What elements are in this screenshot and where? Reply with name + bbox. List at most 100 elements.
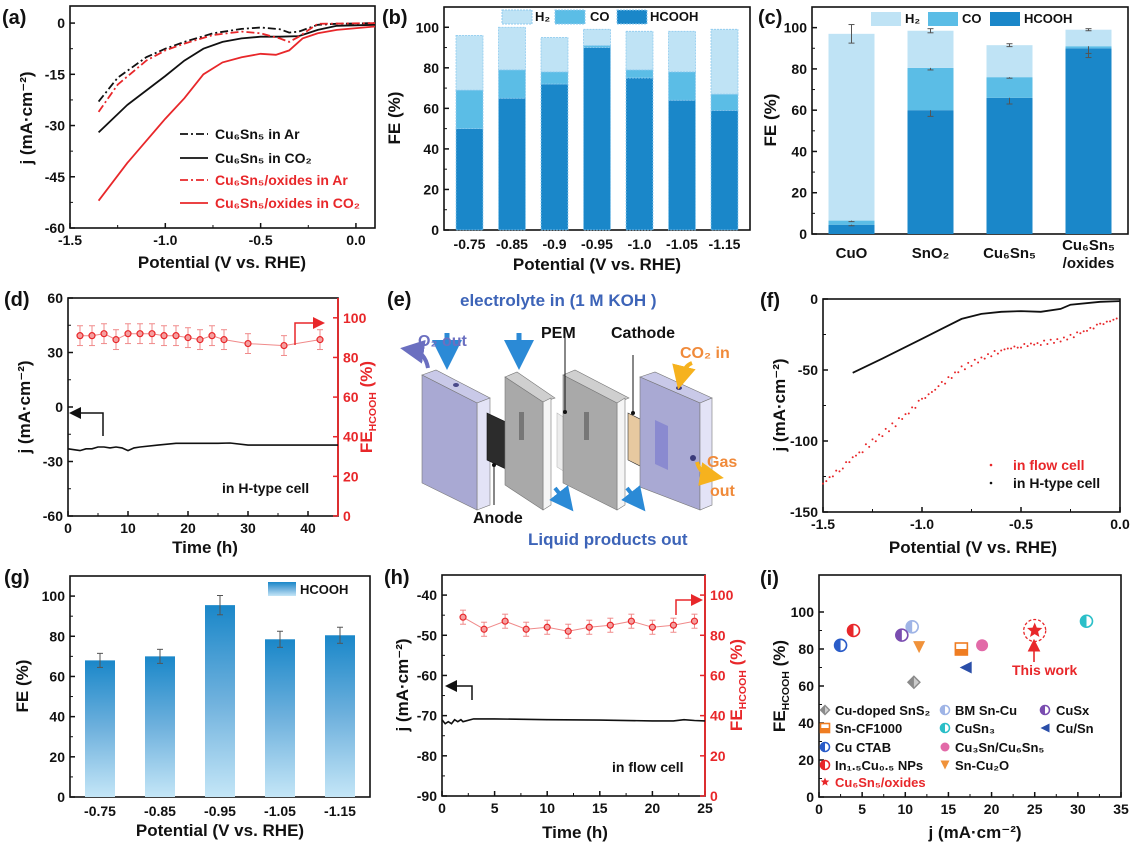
gas-out-arrow: [695, 461, 724, 486]
data-point: [1033, 343, 1036, 346]
bar-co: [710, 93, 739, 111]
chart-panel-b: [443, 6, 751, 231]
fe-point: [160, 332, 168, 340]
data-point: [1029, 342, 1032, 345]
gas-window: [655, 420, 668, 470]
right-axis-arrow: [294, 317, 325, 345]
category-label: -0.95: [204, 803, 236, 819]
legend-label: Cu₆Sn₅/oxides: [835, 775, 926, 790]
data-point: [950, 377, 953, 380]
legend-label: H₂: [905, 11, 920, 26]
data-point: [934, 388, 937, 391]
right-y-tick-label: 0: [343, 508, 351, 524]
data-point: [831, 475, 834, 478]
bar-h: [907, 30, 954, 68]
category-label: -1.15: [324, 803, 356, 819]
legend-marker: [989, 463, 993, 467]
x-tick-label: 15: [941, 801, 957, 817]
y-tick-label: -80: [417, 748, 437, 764]
category-label: SnO₂: [912, 245, 950, 262]
fe-point: [208, 332, 216, 340]
fe-point: [480, 625, 488, 633]
data-point: [855, 454, 857, 457]
marker-fill: [820, 705, 825, 715]
y-tick-label: 0: [431, 222, 439, 238]
series-line-1: [97, 23, 376, 134]
bar-co: [986, 77, 1033, 98]
liquid-products-out-label: Liquid products out: [528, 530, 688, 549]
y-tick-label: 60: [423, 100, 439, 116]
chart-panel-d: [67, 297, 339, 517]
bar-co: [455, 89, 484, 130]
leader-dot: [492, 463, 496, 467]
data-point: [878, 433, 881, 436]
y-tick-label: 80: [791, 61, 807, 77]
data-point: [848, 461, 851, 464]
data-point: [1069, 333, 1072, 336]
fe-point: [184, 334, 192, 342]
data-point: [990, 355, 993, 358]
bar-co: [907, 67, 954, 111]
data-point: [874, 440, 877, 443]
marker-shape: [1040, 723, 1050, 733]
marker-half-circle: [939, 722, 951, 734]
fe-point: [124, 330, 132, 338]
marker-triangle-left: [959, 661, 972, 674]
marker-fill: [940, 705, 945, 715]
bar-h: [455, 34, 484, 91]
panel-label: (h): [384, 567, 410, 589]
legend-swatch: [871, 12, 901, 26]
x-tick-label: 0: [64, 520, 72, 536]
fe-point: [220, 336, 228, 344]
fe-point: [88, 332, 96, 340]
y-axis-label: FE (%): [761, 94, 780, 147]
category-label: Cu₆Sn₅: [1062, 237, 1115, 254]
marker-circle: [976, 639, 989, 652]
x-tick-label: 20: [645, 800, 661, 816]
y-tick-label: 40: [49, 709, 65, 725]
marker-shape: [940, 760, 950, 770]
y-tick-label: -60: [45, 220, 65, 236]
data-point: [911, 406, 914, 409]
fe-point: [280, 341, 288, 350]
pem-label: PEM: [541, 325, 576, 342]
y-tick-label: 80: [798, 641, 814, 657]
x-tick-label: 20: [180, 520, 196, 536]
data-point: [1000, 349, 1003, 352]
flow-plate-face: [562, 374, 618, 511]
data-point: [1013, 345, 1016, 348]
marker-fill: [1040, 705, 1045, 715]
bar-hcooh: [540, 83, 569, 231]
marker-half-circle: [895, 628, 909, 642]
right-y-tick-label: 60: [710, 667, 726, 683]
bar-hcooh: [455, 128, 484, 231]
bar-hcooh: [498, 97, 526, 231]
y-tick-label: 0: [806, 789, 814, 805]
o2-out-arrow: [400, 339, 430, 369]
data-point: [1095, 323, 1098, 326]
legend-marker: [989, 481, 993, 485]
marker-half-circle: [819, 759, 831, 771]
y-tick-label: -100: [790, 433, 818, 449]
data-point: [1109, 320, 1112, 323]
y-tick-label: 60: [47, 290, 63, 306]
x-axis-label: Potential (V vs. RHE): [138, 253, 306, 272]
y-tick-label: 0: [55, 399, 63, 415]
y-tick-label: 40: [423, 141, 439, 157]
data-point: [1115, 317, 1118, 320]
anode-label: Anode: [473, 510, 523, 527]
legend-label: Cu CTAB: [835, 740, 891, 755]
data-point: [1039, 343, 1042, 346]
marker-fill: [955, 649, 968, 655]
data-point: [1086, 329, 1088, 332]
data-point: [914, 406, 917, 409]
y-tick-label: -15: [45, 66, 65, 82]
y-tick-label: 30: [47, 345, 63, 361]
legend-label: Sn-CF1000: [835, 721, 902, 736]
y-tick-label: 20: [791, 185, 807, 201]
legend-swatch: [268, 582, 296, 596]
legend-label: CO: [962, 11, 982, 26]
x-tick-label: 20: [984, 801, 1000, 817]
right-y-tick-label: 100: [343, 310, 367, 326]
data-point: [963, 368, 966, 371]
